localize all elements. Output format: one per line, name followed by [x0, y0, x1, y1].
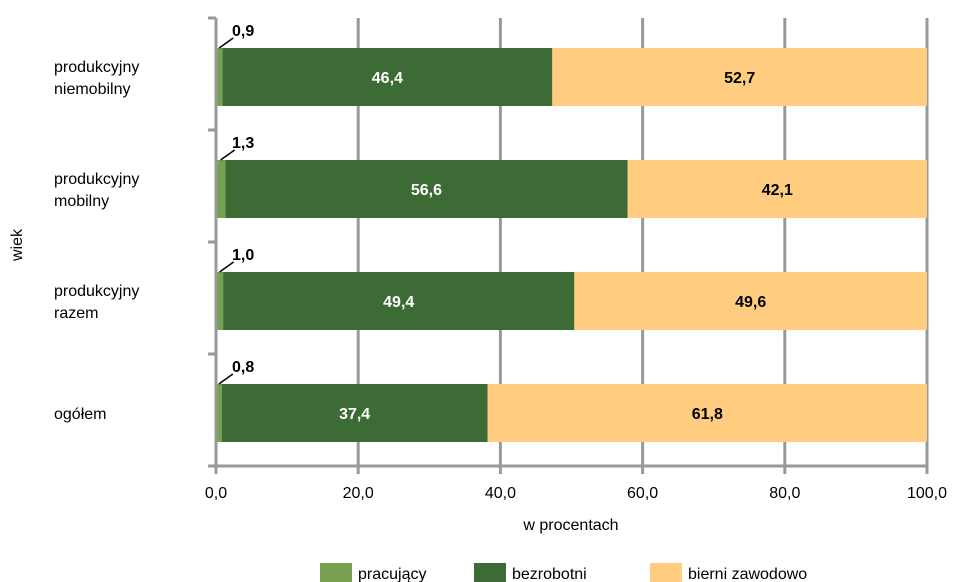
bar-segment-pracujacy [216, 384, 222, 442]
bar-segment-bezrobotni [221, 384, 488, 442]
category-label: produkcyjny [54, 171, 139, 188]
bar-segment-bezrobotni [223, 272, 575, 330]
bar-segment-bierni [552, 48, 927, 106]
axes [208, 16, 929, 474]
data-label: 61,8 [692, 406, 723, 423]
bar-segment-bierni [627, 160, 927, 218]
x-tick-label: 100,0 [907, 485, 947, 502]
y-axis-title: wiek [9, 228, 26, 262]
category-label: razem [54, 305, 98, 322]
data-label: 49,6 [735, 294, 766, 311]
x-tick-label: 0,0 [205, 485, 227, 502]
bar-segment-bezrobotni [222, 48, 553, 106]
bar-segment-pracujacy [216, 160, 226, 218]
data-label: 56,6 [411, 182, 442, 199]
leader-line [218, 37, 234, 49]
x-tick-label: 60,0 [627, 485, 658, 502]
bar-segment-pracujacy [216, 48, 223, 106]
bar-segment-bierni [574, 272, 927, 330]
data-label: 52,7 [724, 70, 755, 87]
legend: pracujący bezrobotni bierni zawodowo [320, 563, 807, 582]
data-label: 37,4 [339, 406, 370, 423]
legend-swatch [474, 563, 506, 582]
labels: 0,0 20,0 40,0 60,0 80,0 100,0 0,9 46,4 52,7 produ… [54, 23, 947, 502]
category-label: mobilny [54, 193, 109, 210]
legend-label: bierni zawodowo [688, 566, 807, 582]
leader-line [218, 373, 234, 385]
x-tick-label: 40,0 [485, 485, 516, 502]
bar-segment-bierni [487, 384, 927, 442]
category-label: ogółem [54, 406, 106, 423]
x-tick-label: 80,0 [769, 485, 800, 502]
data-label: 0,8 [232, 359, 254, 376]
legend-label: bezrobotni [512, 566, 587, 582]
legend-swatch [650, 563, 682, 582]
legend-swatch [320, 563, 352, 582]
data-label: 1,3 [232, 135, 254, 152]
data-label: 49,4 [383, 294, 414, 311]
data-label: 46,4 [372, 70, 403, 87]
data-label: 1,0 [232, 247, 254, 264]
category-label: niemobilny [54, 81, 130, 98]
bars [216, 48, 927, 442]
leader-line [219, 261, 234, 273]
legend-label: pracujący [358, 566, 426, 582]
x-axis-title: w procentach [522, 517, 618, 534]
data-label: 0,9 [232, 23, 254, 40]
data-label: 42,1 [762, 182, 793, 199]
bar-segment-bezrobotni [225, 160, 628, 218]
category-label: produkcyjny [54, 283, 139, 300]
leader-line [220, 149, 236, 161]
bar-segment-pracujacy [216, 272, 224, 330]
category-label: produkcyjny [54, 59, 139, 76]
x-tick-label: 20,0 [343, 485, 374, 502]
